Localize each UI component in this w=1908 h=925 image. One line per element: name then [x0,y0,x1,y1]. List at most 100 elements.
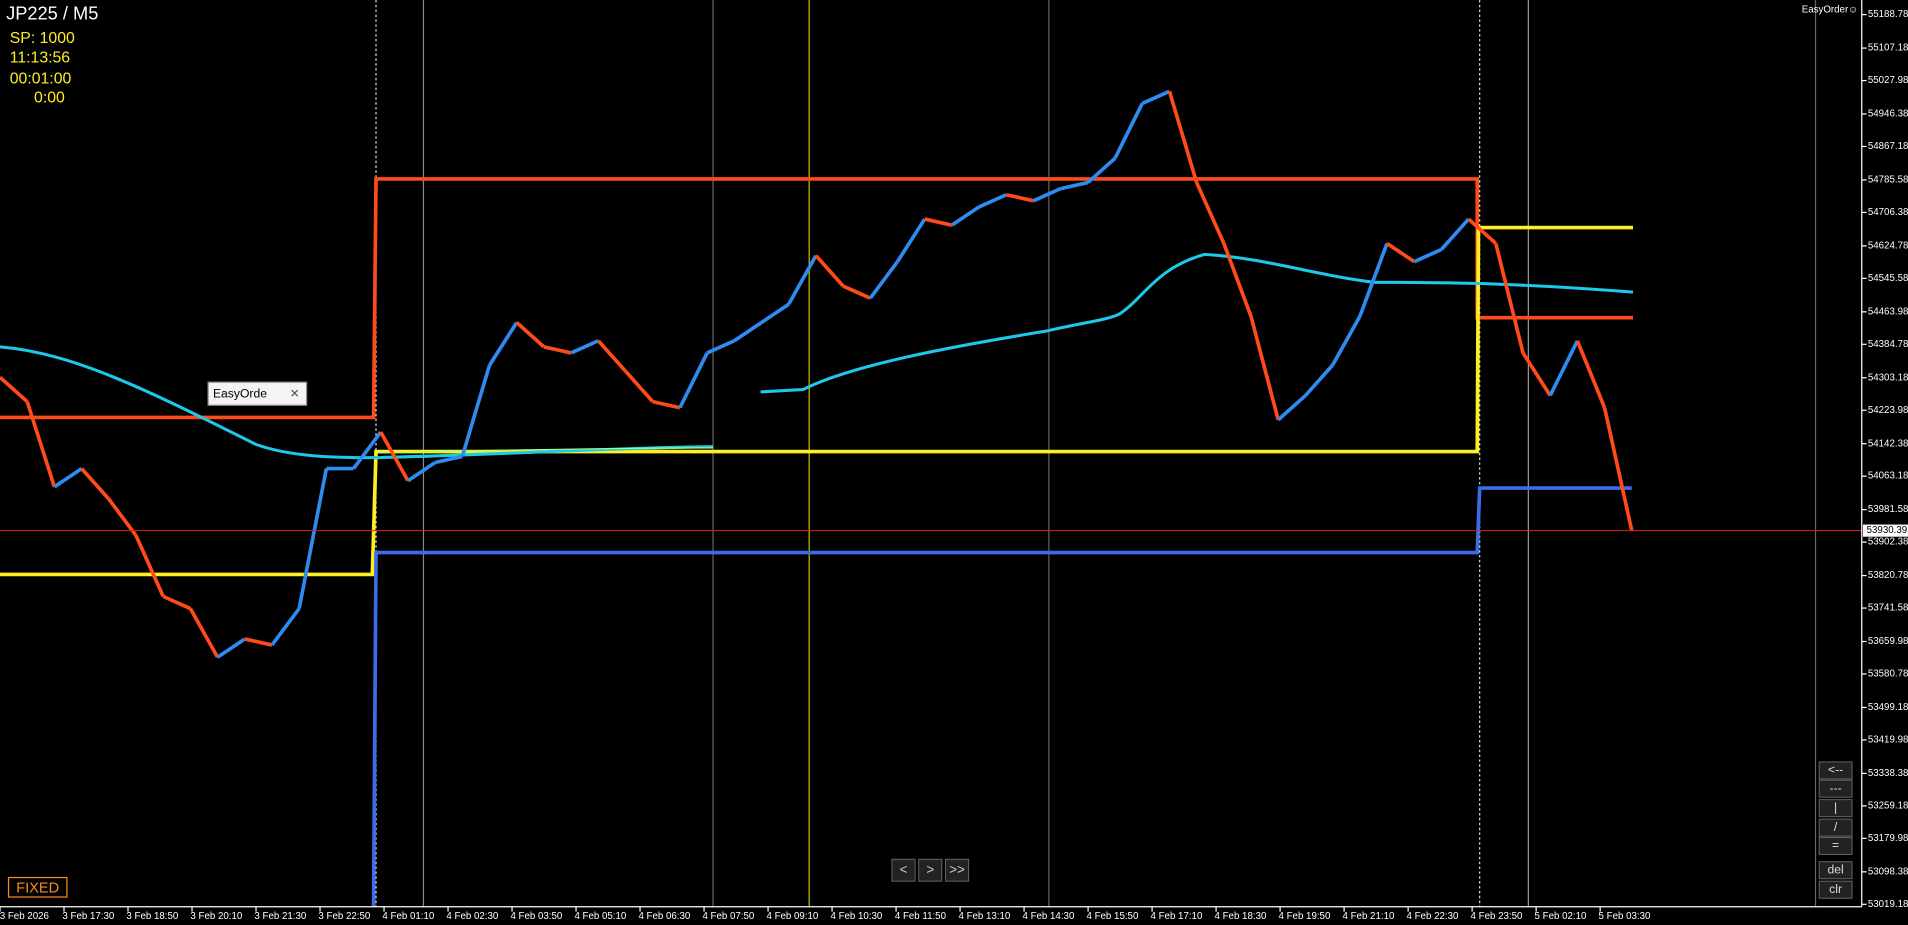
timeframe: 00:01:00 [10,70,72,87]
clock: 11:13:56 [10,50,71,67]
price-move [1602,407,1634,532]
nav-button[interactable]: >> [944,858,970,882]
time-tick-label: 3 Feb 20:10 [190,911,242,922]
price-move [1194,181,1226,245]
time-tick-label: 4 Feb 09:10 [766,911,818,922]
price-tick-label: 55027.98 [1868,75,1908,86]
tool-button[interactable]: del [1818,861,1853,880]
axis-layer: 55188.78 55107.18 55027.98 54946.38 54867.18… [0,9,1908,922]
time-tick-label: 5 Feb 03:30 [1599,911,1651,922]
tool-button-bg [1818,761,1853,780]
tool-button[interactable]: / [1818,818,1853,837]
tool-button[interactable]: = [1818,836,1853,855]
price-move [515,321,546,349]
price-move [1494,242,1525,354]
price-tick-label: 54142.38 [1868,438,1908,449]
nav-button-bg [944,858,970,882]
nav-button-label: >> [949,862,965,877]
price-tick-label: 54303.18 [1868,372,1908,383]
price-move [1440,217,1470,251]
price-tick-label: 53019.18 [1868,899,1908,910]
price-move [1521,351,1552,397]
time-tick-label: 4 Feb 17:10 [1151,911,1203,922]
close-icon[interactable]: ✕ [290,387,300,401]
time-tick-label: 4 Feb 19:50 [1279,911,1331,922]
price-move [1548,339,1580,397]
price-tick-label: 53659.98 [1868,636,1908,647]
price-move [624,369,655,403]
price-tick-label: 53499.18 [1868,702,1908,713]
time-tick-label: 4 Feb 10:30 [830,911,882,922]
mode-label: FIXED [16,880,59,896]
price-move [1277,394,1307,422]
time-tick-label: 4 Feb 06:30 [638,911,690,922]
price-tick-label: 54384.78 [1868,339,1908,350]
price-move [1413,247,1443,264]
nav-button-label: < [900,862,908,877]
time-tick-label: 4 Feb 23:50 [1471,911,1523,922]
price-move [733,321,763,343]
tool-button-bg [1818,836,1853,855]
time-tick-label: 4 Feb 22:30 [1407,911,1459,922]
price-move [706,339,736,355]
price-move [924,217,953,227]
tool-button[interactable]: clr [1818,880,1853,899]
price-tick-label: 54785.58 [1868,175,1908,186]
tool-button-bg [1818,861,1853,880]
price-tick-label: 53580.78 [1868,669,1908,680]
price-move [434,454,463,465]
price-tick-label: 53098.38 [1868,866,1908,877]
price-move [487,321,519,367]
nav-button-bg [918,858,943,882]
time-tick-label: 3 Feb 22:50 [318,911,370,922]
price-move [760,302,790,325]
price-tick-label: 53981.58 [1868,504,1908,515]
price-tick-label: 53820.78 [1868,570,1908,581]
price-move [80,467,111,501]
symbol: JP225 / M5 [6,2,98,23]
price-move [842,284,872,300]
price-move [1222,242,1253,318]
price-move [678,352,709,409]
time-tick-label: 3 Feb 21:30 [254,911,306,922]
tool-button-bg [1818,880,1853,899]
tool-button[interactable]: <-- [1818,761,1853,780]
price-move [1086,156,1117,184]
price-tick-label: 54867.18 [1868,141,1908,152]
price-move [895,218,927,263]
price-move [1385,241,1416,264]
price-tick-label: 54223.98 [1868,405,1908,416]
price-move [543,345,572,355]
time-tick-label: 4 Feb 11:50 [895,911,947,922]
tool-button[interactable]: | [1818,799,1853,818]
price-move [596,339,627,373]
price-move [1249,315,1280,421]
tool-button-bg [1818,818,1853,837]
price-move [1005,192,1034,203]
time-tick-label: 4 Feb 02:30 [446,911,498,922]
price-move [868,260,899,300]
price-move [814,254,845,288]
price-move [244,637,273,647]
tool-button-label: | [1834,800,1837,814]
price-tick-label: 55107.18 [1868,43,1908,54]
nav-button[interactable]: < [891,858,916,882]
easyorder-panel[interactable]: EasyOrde ✕ [207,381,308,406]
time-tick-label: 5 Feb 02:10 [1535,911,1587,922]
mode-box[interactable]: FIXED [7,876,68,898]
price-move [1575,340,1607,409]
tool-button-bg [1818,799,1853,818]
tool-button[interactable]: --- [1818,779,1853,798]
time-tick-label: 4 Feb 14:30 [1022,911,1074,922]
price-tick-label: 54624.78 [1868,240,1908,251]
nav-button[interactable]: > [918,858,943,882]
easyorder-panel-title: EasyOrde [213,387,267,401]
price-move [787,254,818,306]
price-move [379,431,410,482]
nav-button-bg [891,858,916,882]
easyorder-title: EasyOrder☺ [1802,4,1858,15]
price-tick-label: 53902.38 [1868,537,1908,548]
price-tick-label: 54063.18 [1868,471,1908,482]
price-move [25,401,57,488]
price-move [1331,315,1362,367]
